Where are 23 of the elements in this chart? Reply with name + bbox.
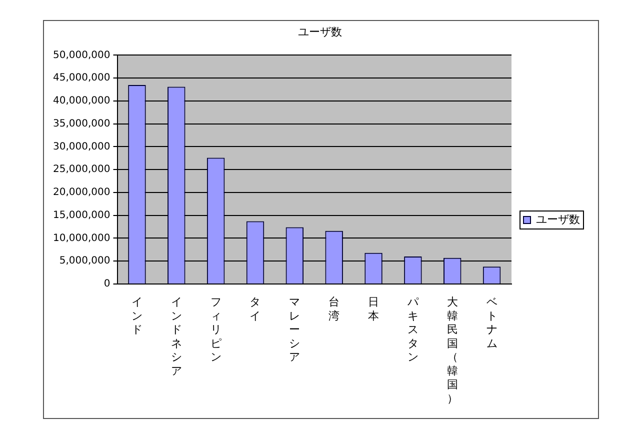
x-tick-label: インドネシア	[170, 296, 182, 378]
x-tick-label: 大韓民国（韓国）	[446, 296, 458, 405]
x-tick-label: パキスタン	[406, 296, 420, 364]
legend-label: ユーザ数	[536, 212, 580, 226]
x-tick-label: 台湾	[328, 296, 340, 322]
y-tick-label: 5,000,000	[59, 256, 110, 267]
x-tick-label: 日本	[368, 296, 380, 322]
chart-title: ユーザ数	[298, 25, 342, 38]
y-tick-label: 0	[104, 278, 110, 290]
x-tick-label: タイ	[250, 296, 261, 322]
y-tick-label: 40,000,000	[52, 96, 110, 107]
y-tick-label: 15,000,000	[52, 210, 110, 221]
y-tick-label: 45,000,000	[52, 72, 110, 84]
y-tick-label: 20,000,000	[52, 187, 110, 198]
y-tick-label: 10,000,000	[52, 232, 110, 244]
y-tick-label: 25,000,000	[52, 164, 110, 176]
x-tick-label: マレーシア	[289, 296, 300, 364]
y-tick-label: 50,000,000	[52, 50, 110, 61]
x-tick-label: インド	[131, 296, 142, 336]
y-tick-label: 30,000,000	[52, 141, 110, 152]
x-tick-label: フィリピン	[210, 296, 222, 364]
y-tick-label: 35,000,000	[52, 118, 110, 130]
x-tick-label: ベトナム	[486, 296, 498, 350]
